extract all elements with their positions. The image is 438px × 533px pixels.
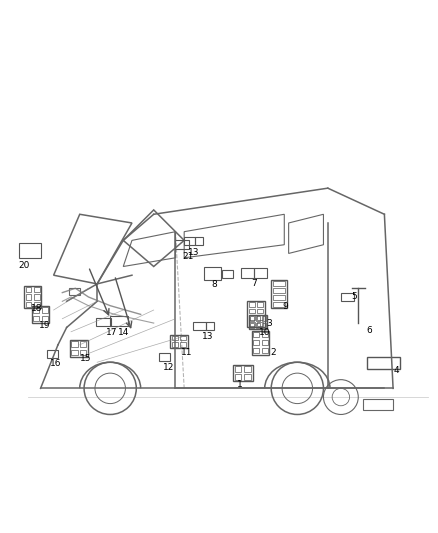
- Bar: [249, 322, 254, 326]
- Bar: [34, 287, 40, 292]
- Bar: [180, 342, 186, 347]
- Bar: [273, 302, 285, 307]
- Bar: [96, 318, 111, 326]
- Bar: [193, 322, 205, 330]
- Text: 13: 13: [188, 248, 199, 257]
- Text: 3: 3: [266, 319, 272, 328]
- Bar: [180, 336, 186, 341]
- Text: 18: 18: [32, 304, 43, 313]
- Bar: [367, 357, 399, 369]
- Bar: [172, 342, 178, 347]
- Bar: [253, 332, 259, 337]
- Bar: [253, 348, 259, 353]
- Bar: [261, 348, 268, 353]
- Text: 4: 4: [394, 367, 399, 375]
- Bar: [26, 302, 32, 307]
- Bar: [42, 308, 48, 313]
- Bar: [34, 302, 40, 307]
- Bar: [249, 316, 254, 320]
- Text: 14: 14: [117, 328, 129, 337]
- Bar: [42, 316, 48, 321]
- Bar: [249, 315, 267, 329]
- Bar: [159, 353, 170, 361]
- Bar: [222, 270, 233, 278]
- Bar: [26, 287, 32, 292]
- Bar: [80, 341, 86, 347]
- Bar: [32, 306, 49, 322]
- Bar: [80, 350, 86, 356]
- Bar: [110, 316, 127, 326]
- Bar: [247, 301, 265, 327]
- Bar: [235, 374, 241, 380]
- Bar: [241, 268, 254, 278]
- Text: 13: 13: [202, 332, 214, 341]
- Bar: [257, 302, 263, 307]
- Bar: [176, 240, 188, 249]
- Bar: [70, 340, 88, 357]
- Bar: [257, 316, 263, 320]
- Bar: [273, 281, 285, 286]
- Bar: [249, 309, 254, 313]
- Text: 11: 11: [180, 348, 192, 357]
- Bar: [261, 332, 268, 337]
- Bar: [19, 243, 41, 258]
- Bar: [33, 316, 39, 321]
- Bar: [172, 336, 178, 341]
- Bar: [273, 288, 285, 293]
- Bar: [25, 286, 41, 308]
- Text: 7: 7: [251, 279, 257, 288]
- Bar: [71, 341, 78, 347]
- Bar: [253, 340, 259, 345]
- Bar: [256, 316, 260, 321]
- Bar: [69, 288, 80, 295]
- Bar: [252, 330, 269, 354]
- Bar: [170, 335, 187, 348]
- Bar: [244, 366, 251, 372]
- Bar: [206, 322, 214, 330]
- Bar: [257, 309, 263, 313]
- Text: 12: 12: [163, 363, 175, 372]
- Bar: [195, 237, 203, 245]
- Bar: [235, 366, 241, 372]
- Bar: [250, 316, 254, 321]
- Bar: [34, 294, 40, 300]
- Bar: [256, 323, 260, 328]
- Bar: [244, 374, 251, 380]
- Bar: [33, 308, 39, 313]
- Bar: [250, 323, 254, 328]
- Text: 5: 5: [351, 292, 357, 301]
- Bar: [363, 399, 393, 410]
- Bar: [262, 316, 266, 321]
- Bar: [261, 340, 268, 345]
- Text: 19: 19: [39, 321, 51, 330]
- Bar: [249, 302, 254, 307]
- Text: 16: 16: [50, 359, 62, 368]
- Text: 21: 21: [182, 252, 193, 261]
- Bar: [273, 295, 285, 300]
- Bar: [257, 322, 263, 326]
- Bar: [262, 323, 266, 328]
- Text: 10: 10: [259, 328, 270, 337]
- Text: 17: 17: [106, 328, 117, 337]
- Text: 6: 6: [366, 326, 372, 335]
- Text: 9: 9: [282, 302, 288, 311]
- Bar: [254, 268, 267, 278]
- Text: 8: 8: [212, 280, 218, 289]
- Text: 15: 15: [80, 354, 91, 364]
- Text: 20: 20: [18, 261, 30, 270]
- Bar: [47, 351, 58, 358]
- Bar: [204, 268, 221, 280]
- Bar: [184, 237, 195, 245]
- Bar: [71, 350, 78, 356]
- Bar: [26, 294, 32, 300]
- Bar: [233, 365, 253, 382]
- Text: 1: 1: [237, 381, 243, 390]
- Bar: [271, 280, 287, 308]
- Bar: [341, 293, 354, 301]
- Text: 2: 2: [271, 348, 276, 357]
